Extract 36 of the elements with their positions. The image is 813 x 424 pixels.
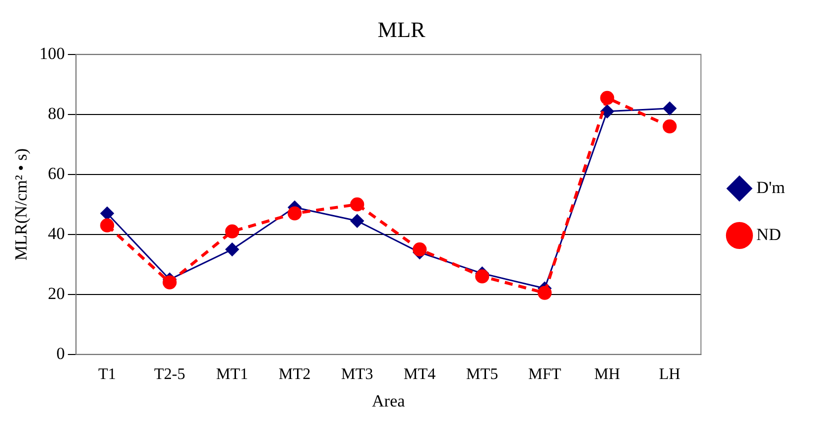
- point: [225, 242, 239, 256]
- x-tick-label: T2-5: [154, 366, 186, 384]
- y-axis-title: MLR(N/cm² • s): [12, 148, 31, 260]
- x-tick-label: MT2: [278, 366, 311, 384]
- point: [225, 224, 240, 238]
- x-tick-label: MT4: [404, 366, 436, 384]
- point: [600, 104, 614, 118]
- legend-label: D'm: [756, 178, 786, 197]
- point: [600, 90, 614, 105]
- x-tick-label: LH: [659, 366, 681, 384]
- point: [475, 269, 490, 284]
- x-tick-label: MT1: [216, 366, 248, 384]
- chart-title: MLR: [378, 16, 426, 42]
- y-tick-label: 40: [48, 224, 65, 243]
- y-tick-label: 20: [48, 284, 65, 303]
- point: [662, 119, 677, 134]
- y-tick-label: 100: [39, 44, 65, 63]
- point: [288, 206, 302, 220]
- legend-label: ND: [756, 224, 781, 244]
- point: [538, 286, 552, 300]
- y-tick-label: 80: [48, 104, 65, 123]
- point: [100, 218, 114, 232]
- x-tick-label: T1: [98, 366, 116, 384]
- x-axis-title: Area: [372, 391, 406, 410]
- y-tick-label: 60: [48, 164, 65, 183]
- x-tick-label: MFT: [528, 366, 562, 384]
- x-tick-label: MT3: [341, 366, 374, 384]
- y-tick-label: 0: [56, 344, 65, 363]
- point: [162, 275, 177, 290]
- point: [350, 214, 364, 228]
- point: [412, 242, 427, 256]
- x-tick-label: MH: [594, 366, 621, 384]
- point: [662, 102, 676, 116]
- point: [350, 197, 364, 212]
- point: [100, 206, 114, 220]
- x-tick-label: MT5: [466, 366, 498, 384]
